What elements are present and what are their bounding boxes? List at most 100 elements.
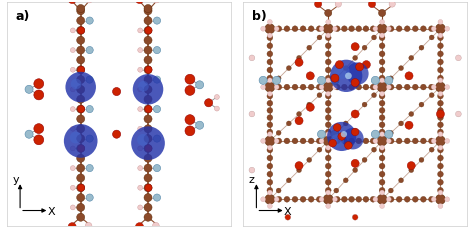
Circle shape — [267, 101, 273, 107]
Circle shape — [362, 158, 367, 163]
Circle shape — [185, 115, 195, 125]
Circle shape — [154, 165, 161, 172]
Circle shape — [396, 196, 402, 202]
Circle shape — [388, 138, 394, 144]
Circle shape — [284, 196, 290, 202]
Circle shape — [267, 20, 273, 25]
Circle shape — [396, 27, 402, 33]
Circle shape — [34, 124, 44, 134]
Circle shape — [325, 60, 331, 65]
Circle shape — [318, 131, 326, 139]
Circle shape — [325, 94, 331, 100]
Text: y: y — [12, 174, 19, 184]
Circle shape — [377, 25, 387, 35]
Circle shape — [214, 107, 219, 112]
Circle shape — [77, 47, 85, 55]
Circle shape — [325, 188, 331, 193]
Circle shape — [86, 194, 93, 201]
Circle shape — [153, 222, 159, 229]
Circle shape — [185, 126, 195, 136]
Circle shape — [363, 85, 369, 91]
Circle shape — [412, 196, 418, 202]
Circle shape — [388, 27, 394, 33]
Circle shape — [144, 135, 152, 143]
Circle shape — [144, 145, 152, 153]
Circle shape — [325, 129, 331, 135]
Circle shape — [373, 27, 378, 32]
Circle shape — [136, 223, 144, 229]
Circle shape — [386, 85, 392, 90]
Circle shape — [438, 180, 443, 185]
Circle shape — [144, 76, 152, 84]
Circle shape — [379, 122, 385, 128]
Circle shape — [362, 46, 367, 51]
Circle shape — [438, 68, 443, 74]
Circle shape — [404, 85, 410, 91]
Circle shape — [335, 2, 341, 8]
Circle shape — [380, 146, 384, 150]
Circle shape — [65, 73, 96, 103]
Circle shape — [438, 188, 443, 193]
Circle shape — [420, 196, 426, 202]
Circle shape — [138, 87, 143, 93]
Circle shape — [267, 115, 273, 121]
Circle shape — [396, 85, 402, 91]
Circle shape — [436, 83, 446, 93]
Circle shape — [86, 18, 93, 25]
Text: a): a) — [16, 9, 30, 22]
Circle shape — [319, 85, 324, 90]
Circle shape — [308, 85, 314, 91]
Circle shape — [77, 86, 85, 94]
Text: X: X — [284, 206, 292, 215]
Circle shape — [267, 92, 273, 97]
Circle shape — [316, 196, 322, 202]
Circle shape — [307, 46, 312, 51]
Circle shape — [370, 138, 376, 144]
Text: X: X — [48, 206, 55, 215]
Circle shape — [380, 132, 384, 137]
Circle shape — [295, 162, 303, 170]
Circle shape — [412, 85, 418, 91]
Circle shape — [379, 76, 385, 82]
Circle shape — [370, 196, 376, 202]
Circle shape — [409, 112, 414, 117]
Circle shape — [267, 52, 273, 57]
Circle shape — [438, 147, 443, 153]
Circle shape — [404, 27, 410, 33]
Circle shape — [261, 139, 265, 144]
Circle shape — [300, 27, 306, 33]
Circle shape — [317, 93, 322, 98]
Circle shape — [261, 85, 265, 90]
Circle shape — [351, 110, 359, 119]
Circle shape — [325, 36, 331, 41]
Circle shape — [319, 139, 324, 144]
Circle shape — [77, 184, 85, 192]
Circle shape — [77, 135, 85, 143]
Circle shape — [385, 131, 393, 139]
Circle shape — [144, 194, 152, 202]
Circle shape — [379, 52, 385, 57]
Circle shape — [86, 106, 93, 113]
Circle shape — [429, 147, 434, 153]
Circle shape — [265, 83, 275, 93]
Circle shape — [267, 180, 273, 185]
Circle shape — [379, 36, 385, 41]
Circle shape — [368, 1, 375, 8]
Circle shape — [267, 147, 273, 153]
Circle shape — [70, 127, 75, 132]
Circle shape — [438, 108, 443, 114]
Circle shape — [373, 197, 378, 202]
Circle shape — [70, 146, 75, 151]
Circle shape — [77, 213, 85, 221]
Circle shape — [334, 131, 339, 136]
Circle shape — [274, 27, 279, 32]
Circle shape — [353, 168, 357, 173]
Circle shape — [334, 196, 340, 202]
Circle shape — [338, 133, 346, 141]
Circle shape — [377, 136, 387, 146]
Circle shape — [404, 138, 410, 144]
Circle shape — [70, 205, 75, 210]
Circle shape — [380, 92, 384, 97]
Circle shape — [343, 66, 348, 71]
Circle shape — [78, 67, 85, 74]
